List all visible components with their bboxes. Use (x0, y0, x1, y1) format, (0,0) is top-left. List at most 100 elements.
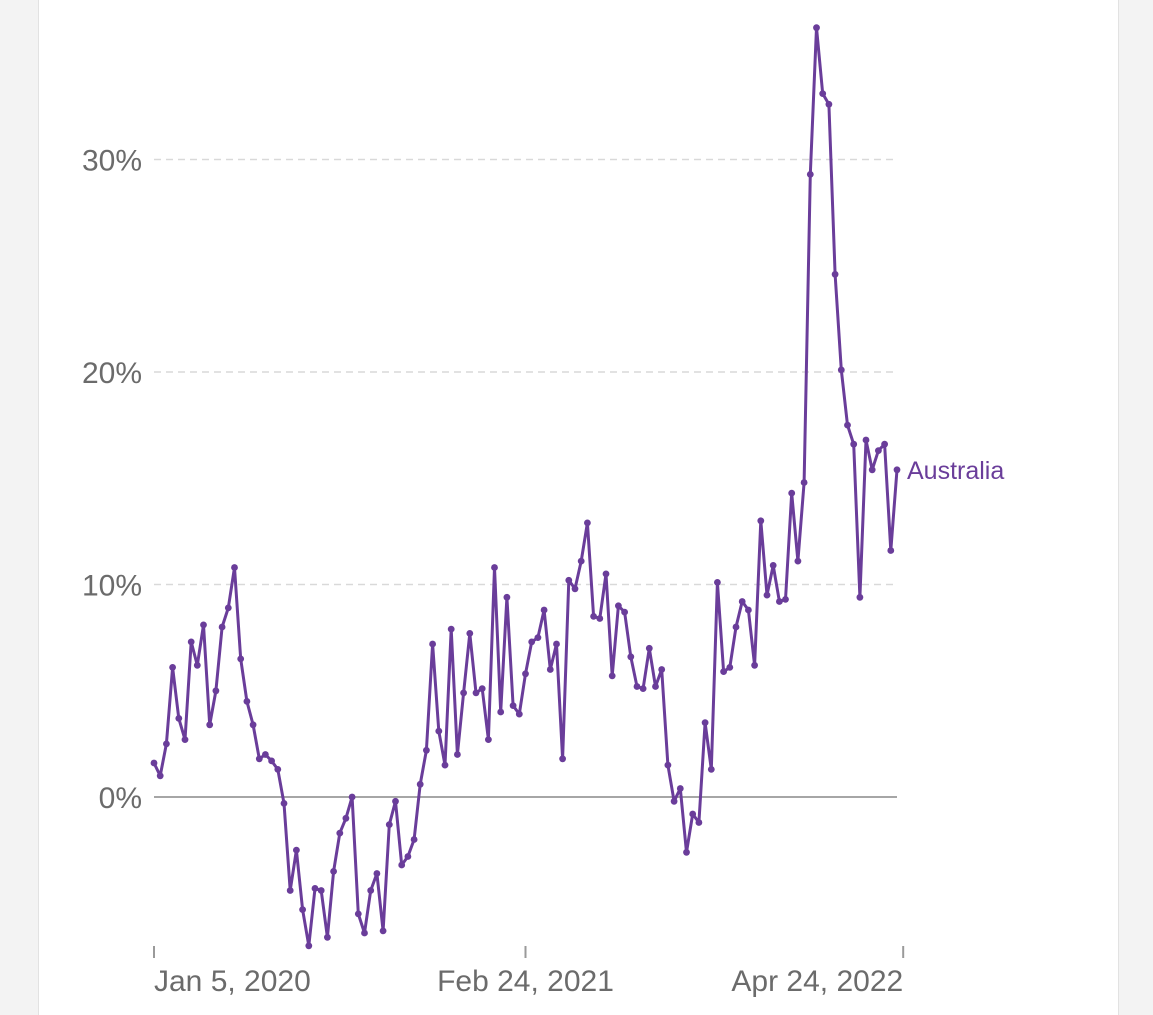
line-chart: 0% 10% 20% 30% Jan 5, 2020 Feb 24, 2021 Apr 2… (82, 24, 1004, 998)
data-point (745, 606, 752, 614)
data-point (757, 517, 765, 525)
data-point (429, 640, 436, 648)
data-point (645, 644, 653, 652)
data-point (491, 564, 498, 571)
data-point (627, 653, 635, 661)
data-point (503, 593, 511, 601)
data-point (324, 933, 331, 941)
data-point (615, 602, 622, 610)
data-point (844, 421, 851, 429)
data-point (330, 868, 337, 875)
data-point (286, 887, 294, 894)
data-point (707, 766, 715, 773)
data-point (379, 927, 387, 935)
data-point (348, 793, 356, 801)
data-point (584, 519, 591, 527)
data-point (782, 596, 789, 603)
data-point (212, 687, 220, 695)
data-point (398, 861, 406, 869)
data-point (732, 623, 740, 631)
data-point (788, 489, 796, 497)
data-point (893, 466, 901, 474)
data-point (602, 570, 610, 578)
data-point (633, 683, 641, 690)
data-point (175, 715, 183, 722)
data-point (472, 689, 480, 697)
data-point (274, 766, 282, 773)
data-point (317, 887, 325, 894)
data-point (738, 598, 746, 605)
chart-card: 0% 10% 20% 30% Jan 5, 2020 Feb 24, 2021 Apr 2… (38, 0, 1119, 1015)
data-point (460, 689, 467, 697)
data-point (850, 440, 858, 448)
data-point (689, 810, 697, 818)
data-point (553, 640, 560, 648)
data-point (714, 579, 721, 586)
x-tick-label: Feb 24, 2021 (437, 965, 614, 998)
data-point (163, 740, 170, 748)
data-point (769, 562, 777, 569)
data-point (169, 664, 177, 671)
data-point (540, 606, 548, 614)
data-point (447, 625, 455, 633)
data-point (596, 615, 604, 622)
data-point (361, 929, 368, 937)
data-point (806, 171, 814, 178)
y-tick-label: 10% (82, 570, 142, 603)
data-point (187, 638, 195, 646)
data-point (336, 829, 344, 837)
gridlines (154, 158, 897, 798)
data-point (150, 759, 158, 767)
data-point (701, 719, 709, 726)
data-point (695, 819, 703, 826)
data-point (800, 479, 808, 486)
data-point (875, 447, 882, 454)
data-point (354, 910, 362, 918)
series-label-australia: Australia (907, 457, 1004, 485)
data-point (621, 608, 628, 616)
data-point (249, 721, 257, 729)
data-point (868, 466, 876, 474)
data-point (509, 702, 517, 709)
data-point (416, 780, 424, 788)
series-layer: Australia (150, 24, 1004, 950)
data-point (664, 761, 672, 769)
data-point (404, 853, 412, 860)
data-point (268, 757, 275, 765)
data-point (218, 623, 226, 631)
data-point (881, 440, 888, 448)
data-point (726, 664, 734, 671)
y-tick-label: 30% (82, 145, 142, 178)
data-point (522, 670, 529, 678)
data-point (373, 870, 381, 877)
data-point (262, 751, 269, 758)
data-point (559, 755, 566, 763)
data-point (670, 797, 678, 805)
y-tick-label: 0% (99, 782, 142, 815)
data-point (410, 836, 418, 843)
data-point (342, 814, 350, 822)
x-axis: Jan 5, 2020 Feb 24, 2021 Apr 24, 2022 (153, 946, 905, 998)
data-point (497, 708, 505, 716)
data-point (392, 797, 399, 805)
data-point (639, 685, 647, 692)
data-point (200, 621, 207, 629)
data-point (608, 672, 616, 680)
data-point (862, 436, 870, 444)
data-point (515, 710, 523, 718)
data-point (676, 785, 684, 792)
data-point (311, 885, 319, 892)
data-point (466, 630, 474, 637)
data-point (825, 100, 833, 108)
series-line-australia (152, 26, 899, 948)
data-point (243, 698, 251, 705)
x-tick-label: Apr 24, 2022 (731, 965, 903, 998)
data-point (794, 557, 802, 565)
data-point (763, 591, 771, 599)
data-point (423, 746, 430, 754)
data-point (280, 800, 288, 807)
data-point (751, 661, 758, 669)
data-point (813, 24, 820, 32)
data-point (224, 604, 232, 612)
data-point (856, 593, 864, 601)
